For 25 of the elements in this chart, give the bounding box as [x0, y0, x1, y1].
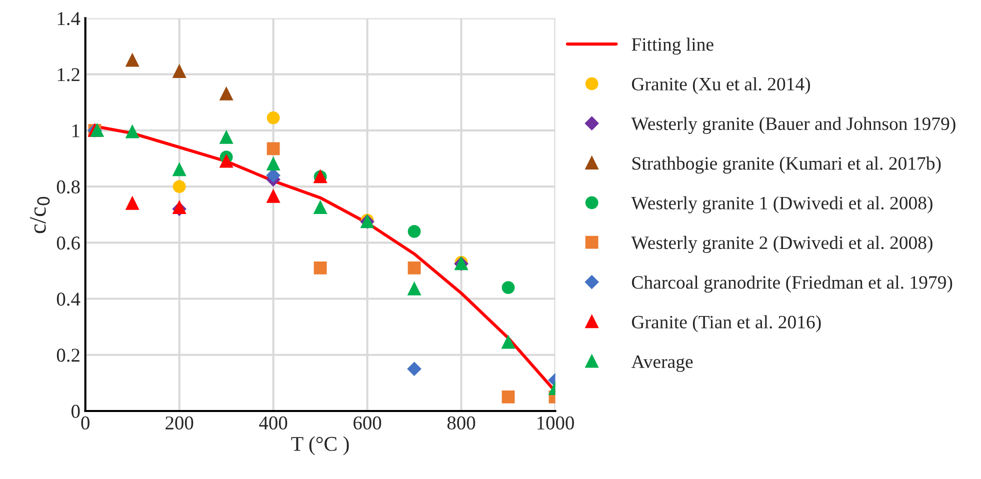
- y-tick-label: 1: [72, 124, 80, 138]
- x-tick-label: 200: [166, 416, 194, 430]
- y-axis-title: c/c$_{0}$: [30, 196, 50, 234]
- x-tick-label: 400: [259, 416, 288, 430]
- y-tick-label: 0.6: [56, 236, 80, 250]
- y-tick-label: 0: [72, 404, 80, 418]
- legend-label: Granite (Xu et al. 2014): [632, 77, 810, 94]
- x-tick-label: 1000: [538, 416, 574, 430]
- x-axis-title: T (°C ): [291, 436, 349, 456]
- y-tick-label: 0.2: [56, 348, 80, 362]
- legend-label: Westerly granite 2 (Dwivedi et al. 2008): [631, 236, 932, 253]
- legend-label: Charcoal granodrite (Friedman et al. 1979): [632, 276, 952, 293]
- x-tick-label: 800: [447, 416, 476, 430]
- x-tick-label: 600: [354, 416, 382, 430]
- y-tick-label: 0.4: [56, 292, 80, 306]
- legend-label: Average: [631, 355, 693, 372]
- legend-label: Westerly granite 1 (Dwivedi et al. 2008): [631, 196, 932, 214]
- x-tick-label: 0: [81, 416, 90, 430]
- y-tick-label: 0.8: [56, 180, 80, 194]
- y-tick-label: 1.2: [58, 68, 80, 82]
- legend-label: Strathbogie granite (Kumari et al. 2017b): [632, 156, 941, 174]
- legend-label: Granite (Tian et al. 2016): [632, 315, 821, 332]
- legend-label: Fitting line: [632, 38, 714, 55]
- y-tick-label: 1.4: [58, 12, 80, 26]
- legend-label: Westerly granite (Bauer and Johnson 1979): [631, 116, 956, 134]
